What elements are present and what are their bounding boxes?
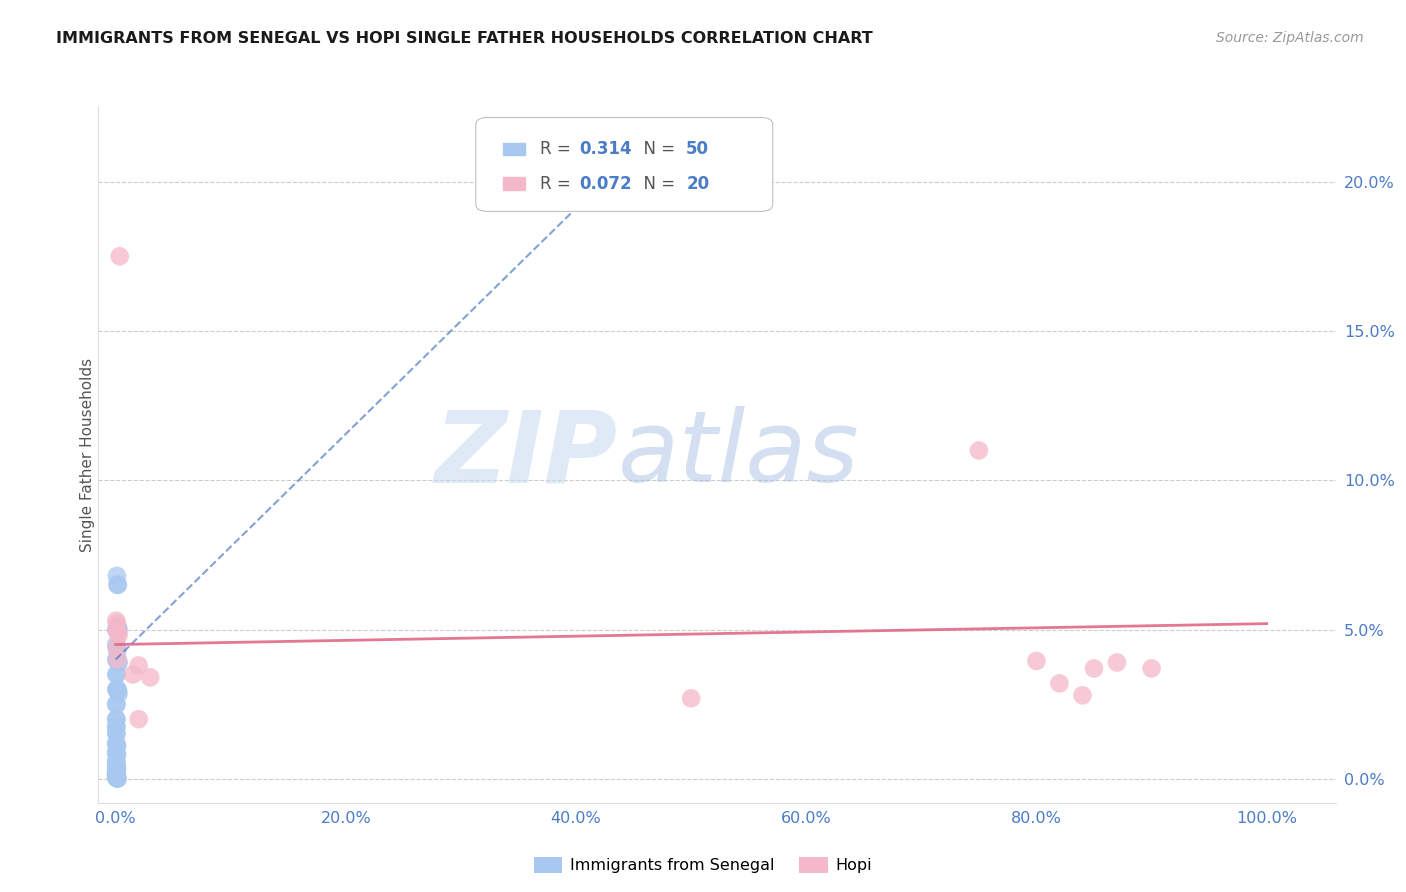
Bar xyxy=(503,178,526,190)
Point xyxy=(105,652,128,666)
Point xyxy=(105,739,128,753)
Point xyxy=(1083,661,1105,675)
Point xyxy=(105,667,128,681)
Point xyxy=(105,614,128,628)
Point xyxy=(107,652,129,666)
Point xyxy=(107,656,129,670)
Point xyxy=(105,720,128,734)
Point xyxy=(107,625,129,640)
Text: atlas: atlas xyxy=(619,407,859,503)
Point xyxy=(681,691,703,706)
Point xyxy=(105,771,128,785)
Point xyxy=(105,616,128,631)
Point xyxy=(1049,676,1071,690)
Text: 0.072: 0.072 xyxy=(579,175,633,193)
Point xyxy=(107,623,129,637)
Point xyxy=(139,670,162,684)
Point xyxy=(105,771,128,785)
Point xyxy=(105,725,128,739)
Point xyxy=(105,623,128,637)
Point xyxy=(105,623,128,637)
Point xyxy=(967,443,990,458)
Point xyxy=(105,745,128,759)
Point xyxy=(1071,688,1094,702)
Point xyxy=(107,656,129,670)
Point xyxy=(107,683,129,698)
Point xyxy=(105,667,128,681)
Point xyxy=(105,754,128,768)
Point xyxy=(105,682,128,697)
Point xyxy=(1025,654,1047,668)
Text: R =: R = xyxy=(540,140,576,158)
Text: IMMIGRANTS FROM SENEGAL VS HOPI SINGLE FATHER HOUSEHOLDS CORRELATION CHART: IMMIGRANTS FROM SENEGAL VS HOPI SINGLE F… xyxy=(56,31,873,46)
Y-axis label: Single Father Households: Single Father Households xyxy=(80,358,94,552)
Point xyxy=(1105,656,1128,670)
Point xyxy=(105,652,128,666)
Point xyxy=(107,578,129,592)
Point xyxy=(105,760,128,774)
Point xyxy=(105,569,128,583)
Point xyxy=(107,772,129,786)
Point xyxy=(105,765,128,780)
Point xyxy=(105,720,128,734)
FancyBboxPatch shape xyxy=(475,118,773,211)
Point xyxy=(105,712,128,726)
Text: Source: ZipAtlas.com: Source: ZipAtlas.com xyxy=(1216,31,1364,45)
Point xyxy=(105,682,128,697)
Point xyxy=(107,687,129,701)
Point xyxy=(107,619,129,633)
Point xyxy=(105,698,128,712)
Point xyxy=(105,736,128,750)
Point xyxy=(105,623,128,637)
Point xyxy=(105,764,128,779)
Text: 0.314: 0.314 xyxy=(579,140,633,158)
Point xyxy=(105,640,128,655)
Point xyxy=(105,638,128,652)
Text: R =: R = xyxy=(540,175,576,193)
Text: N =: N = xyxy=(633,140,681,158)
Point xyxy=(105,747,128,762)
Point xyxy=(122,667,145,681)
Point xyxy=(107,652,129,666)
Text: ZIP: ZIP xyxy=(434,407,619,503)
Point xyxy=(105,640,128,655)
Point xyxy=(105,738,128,752)
Point xyxy=(107,643,129,657)
Point xyxy=(128,712,150,726)
Point xyxy=(105,756,128,770)
Legend: Immigrants from Senegal, Hopi: Immigrants from Senegal, Hopi xyxy=(527,850,879,880)
Point xyxy=(105,767,128,781)
Point xyxy=(105,758,128,772)
Bar xyxy=(503,143,526,155)
Point xyxy=(105,772,128,786)
Point xyxy=(105,727,128,741)
Point xyxy=(108,249,131,263)
Point xyxy=(105,712,128,726)
Text: N =: N = xyxy=(633,175,681,193)
Text: 20: 20 xyxy=(686,175,709,193)
Point xyxy=(1140,661,1163,675)
Point xyxy=(105,768,128,782)
Point xyxy=(105,747,128,761)
Point xyxy=(107,682,129,697)
Point xyxy=(107,578,129,592)
Point xyxy=(107,623,129,637)
Point xyxy=(128,658,150,673)
Text: 50: 50 xyxy=(686,140,709,158)
Point xyxy=(105,762,128,776)
Point xyxy=(105,698,128,712)
Point xyxy=(107,629,129,643)
